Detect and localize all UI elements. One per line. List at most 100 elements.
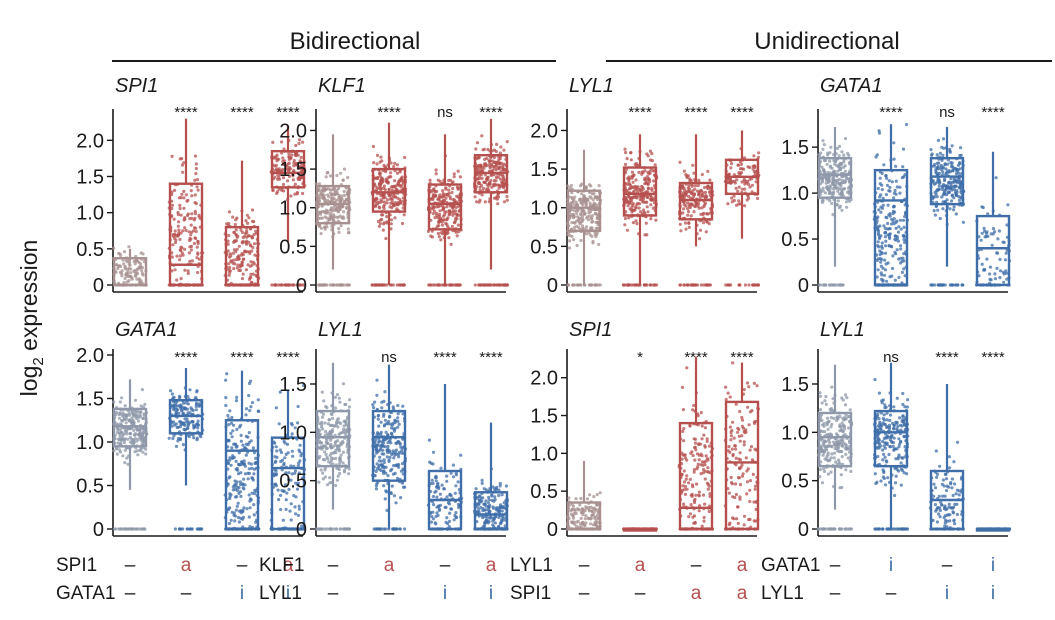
data-point <box>280 458 284 462</box>
y-tick-label: 2.0 <box>279 120 307 142</box>
data-point <box>342 424 346 428</box>
data-point <box>188 388 192 392</box>
data-point <box>944 187 948 191</box>
data-point <box>489 283 493 287</box>
data-point <box>494 175 498 180</box>
condition-symbol: – <box>635 583 646 604</box>
condition-symbol: – <box>886 583 897 604</box>
data-point <box>137 260 141 264</box>
data-point <box>231 215 235 219</box>
data-point <box>346 175 350 180</box>
data-point <box>891 266 895 271</box>
data-point <box>326 457 330 461</box>
data-point <box>632 283 636 287</box>
data-point <box>642 283 647 287</box>
data-point <box>390 484 394 488</box>
data-point <box>281 159 285 163</box>
box-group <box>723 130 761 287</box>
data-point <box>389 175 393 179</box>
data-point <box>689 214 693 218</box>
data-point <box>495 194 499 198</box>
data-point <box>297 507 301 511</box>
data-point <box>314 182 318 186</box>
data-point <box>393 179 397 183</box>
data-point <box>495 197 499 201</box>
data-point <box>382 484 386 488</box>
data-point <box>494 149 498 154</box>
data-point <box>276 177 280 181</box>
data-point <box>282 463 286 467</box>
data-point <box>252 242 257 246</box>
data-point <box>901 218 906 222</box>
data-point <box>445 192 449 196</box>
data-point <box>119 254 123 258</box>
data-point <box>347 472 351 476</box>
data-point <box>942 146 946 150</box>
data-point <box>686 213 690 217</box>
condition-row-label: GATA1 <box>761 555 820 576</box>
data-point <box>238 490 242 494</box>
data-point <box>837 154 841 158</box>
data-point <box>372 161 376 165</box>
condition-symbol: i <box>286 583 290 604</box>
y-tick-label: 0.5 <box>76 476 104 498</box>
data-point <box>884 244 888 248</box>
data-point <box>117 438 122 442</box>
data-point <box>243 249 247 253</box>
data-point <box>575 211 579 215</box>
data-point <box>244 219 248 223</box>
data-point <box>698 228 703 232</box>
y-tick-label: 2.0 <box>530 120 558 142</box>
data-point <box>687 210 691 214</box>
data-point <box>185 527 189 531</box>
data-point <box>173 527 177 531</box>
data-point <box>302 283 306 287</box>
data-point <box>189 189 193 193</box>
data-point <box>380 176 384 180</box>
data-point <box>182 196 186 200</box>
data-point <box>707 190 712 194</box>
data-point <box>455 212 459 217</box>
data-point <box>376 219 380 223</box>
data-point <box>901 165 905 169</box>
data-point <box>224 403 228 408</box>
data-point <box>336 210 340 214</box>
data-point <box>124 259 128 263</box>
data-point <box>171 233 175 237</box>
data-point <box>879 271 883 275</box>
data-point <box>623 162 628 166</box>
data-point <box>319 232 323 236</box>
data-point <box>456 283 460 287</box>
data-point <box>194 236 198 241</box>
data-point <box>128 413 132 417</box>
data-point <box>496 202 500 206</box>
data-point <box>238 268 242 273</box>
data-point <box>879 264 884 268</box>
data-point <box>141 416 145 420</box>
data-point <box>286 162 290 166</box>
data-point <box>338 431 343 435</box>
data-point <box>876 268 880 272</box>
data-point <box>950 165 954 169</box>
condition-symbol: – <box>181 583 192 604</box>
box-group <box>473 118 510 287</box>
data-point <box>227 221 231 226</box>
data-point <box>477 181 481 186</box>
data-point <box>457 230 461 234</box>
data-point <box>128 440 133 444</box>
data-point <box>240 263 244 267</box>
y-tick-label: 1.0 <box>76 203 104 225</box>
data-point <box>292 164 296 168</box>
data-point <box>247 393 251 398</box>
data-point <box>477 174 482 178</box>
data-point <box>319 441 323 445</box>
data-point <box>114 263 118 267</box>
data-point <box>840 178 845 182</box>
data-point <box>892 204 896 209</box>
data-point <box>884 193 889 197</box>
data-point <box>122 250 127 254</box>
data-point <box>590 234 594 238</box>
